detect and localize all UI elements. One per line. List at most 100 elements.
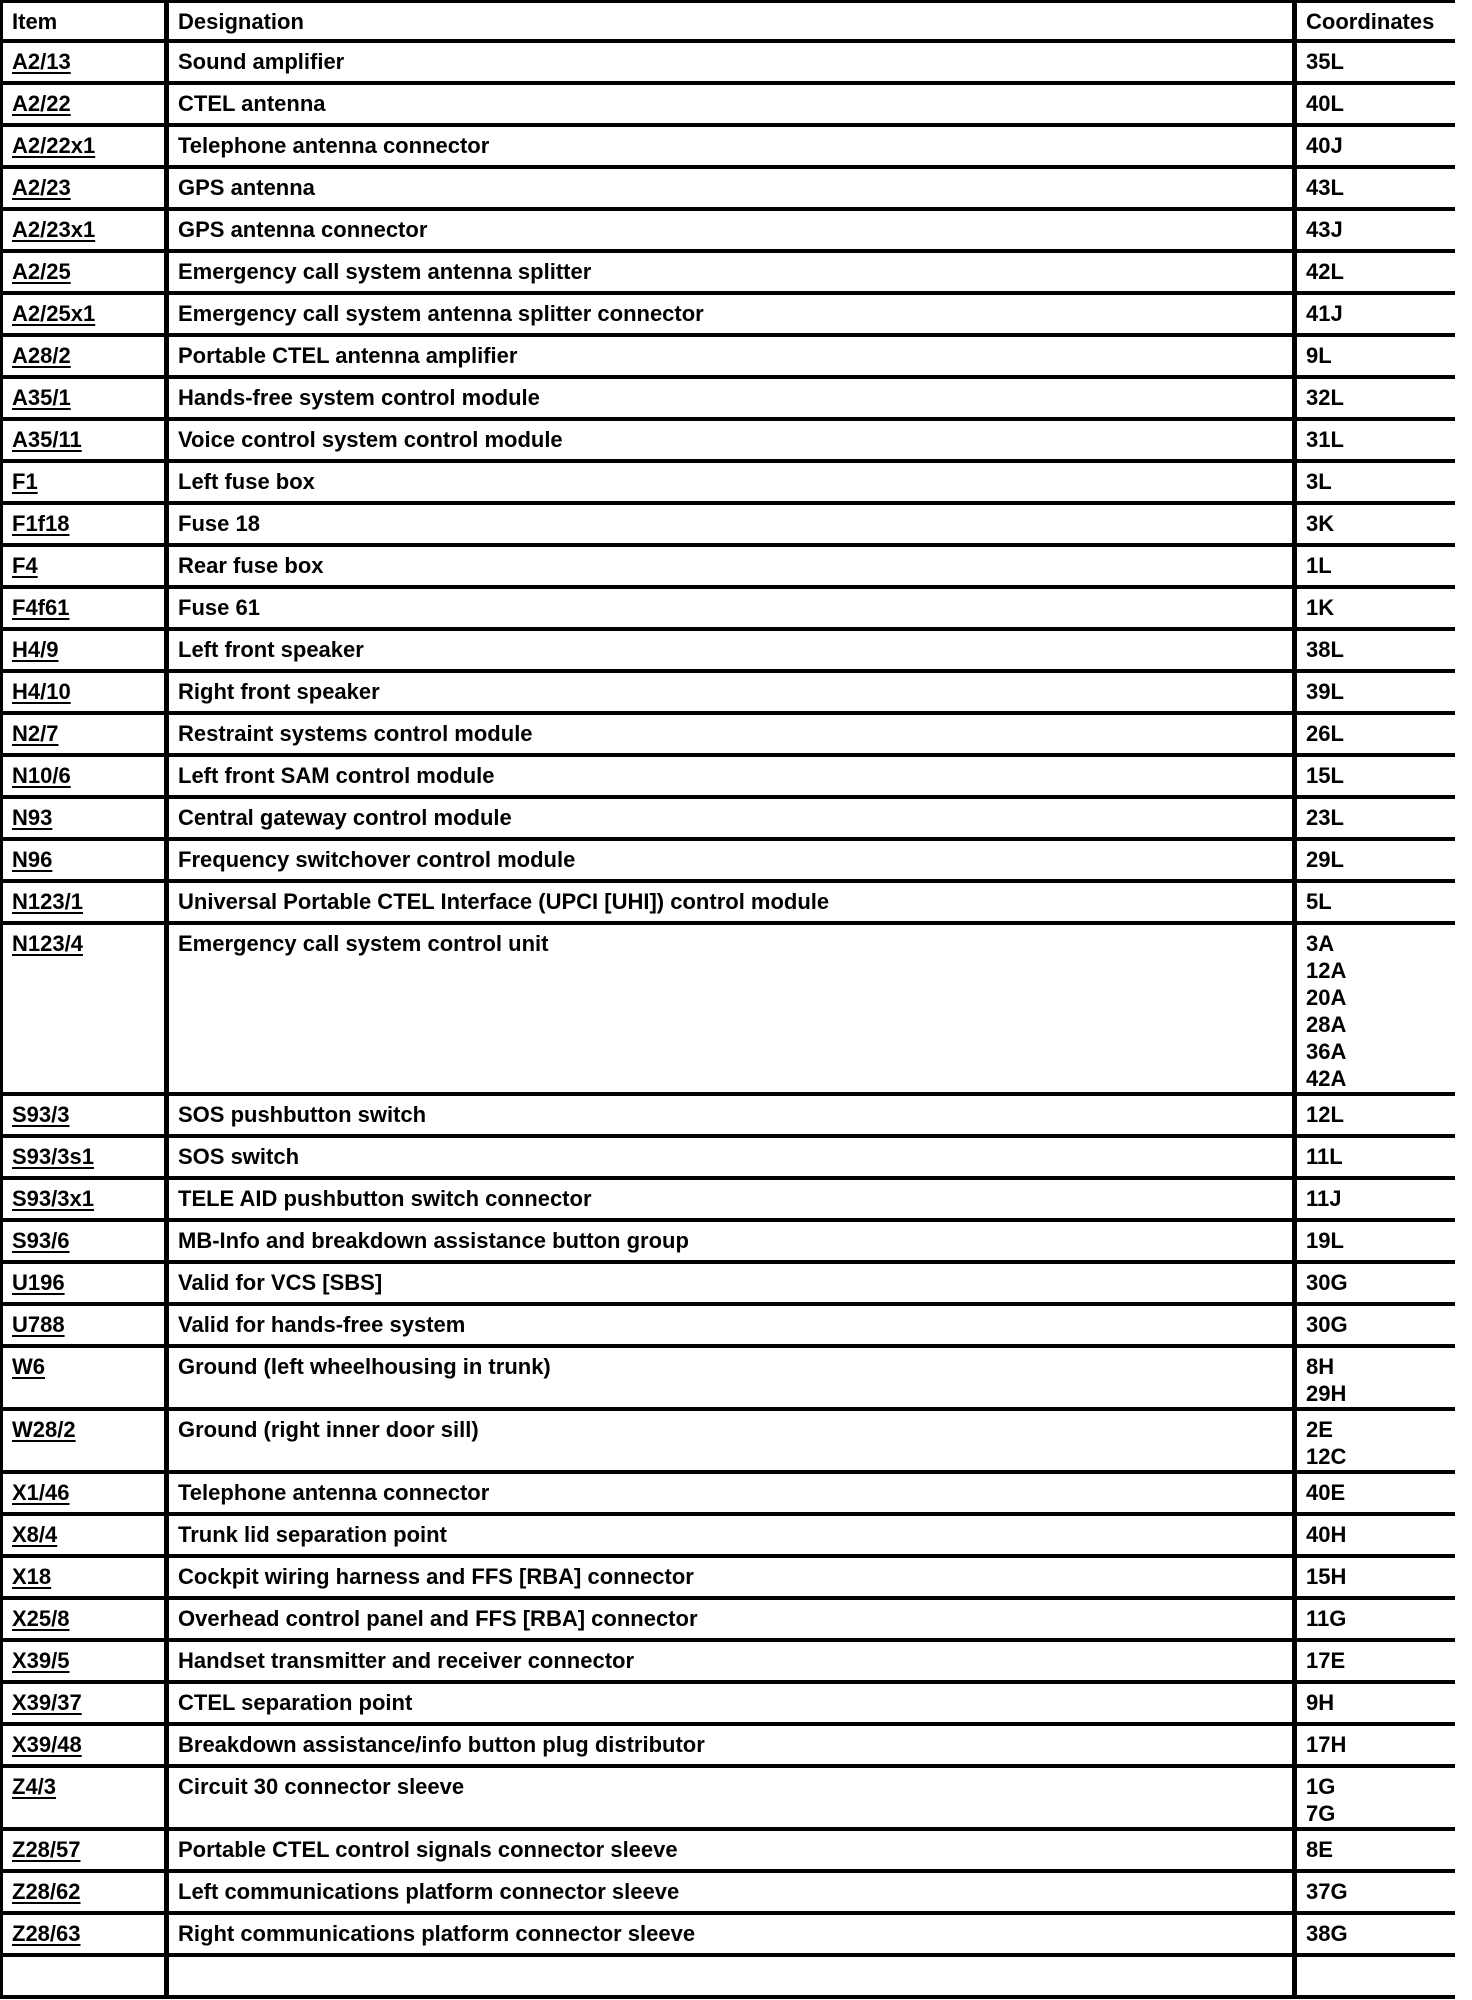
item-cell: S93/3s1 — [1, 1135, 169, 1180]
item-link[interactable]: N96 — [12, 846, 53, 872]
header-coordinates: Coordinates — [1294, 1, 1455, 43]
table-row: N93 Central gateway control module 23L — [1, 796, 1455, 841]
item-link[interactable]: H4/9 — [12, 636, 59, 662]
table-row: A2/25 Emergency call system antenna spli… — [1, 250, 1455, 295]
table-row: X18 Cockpit wiring harness and FFS [RBA]… — [1, 1555, 1455, 1600]
item-link[interactable]: X25/8 — [12, 1605, 70, 1631]
item-link[interactable]: A35/1 — [12, 384, 71, 410]
item-link[interactable]: Z4/3 — [12, 1773, 57, 1799]
designation-cell: Voice control system control module — [166, 418, 1297, 463]
table-row — [1, 1954, 1455, 1999]
item-cell: U788 — [1, 1303, 169, 1348]
table-row: N10/6 Left front SAM control module 15L — [1, 754, 1455, 799]
item-link[interactable]: F1f18 — [12, 510, 70, 536]
designation-cell: Trunk lid separation point — [166, 1513, 1297, 1558]
table-row: N123/1 Universal Portable CTEL Interface… — [1, 880, 1455, 925]
coordinates-cell: 2E 12C — [1294, 1408, 1455, 1474]
coordinates-cell: 30G — [1294, 1261, 1455, 1306]
coordinates-cell: 43L — [1294, 166, 1455, 211]
coordinates-cell: 40J — [1294, 124, 1455, 169]
item-cell: N123/1 — [1, 880, 169, 925]
item-link[interactable]: N123/1 — [12, 888, 83, 914]
designation-cell: Fuse 61 — [166, 586, 1297, 631]
table-row: A2/22 CTEL antenna 40L — [1, 82, 1455, 127]
item-cell: S93/3 — [1, 1093, 169, 1138]
legend-table-body: A2/13 Sound amplifier 35L A2/22 CTEL ant… — [1, 40, 1455, 1999]
table-row: Z28/62 Left communications platform conn… — [1, 1870, 1455, 1915]
item-link[interactable]: A2/25x1 — [12, 300, 96, 326]
table-row: Z28/57 Portable CTEL control signals con… — [1, 1828, 1455, 1873]
item-link[interactable]: X39/37 — [12, 1689, 82, 1715]
coordinates-cell: 31L — [1294, 418, 1455, 463]
item-cell: A2/23x1 — [1, 208, 169, 253]
item-link[interactable]: S93/3 — [12, 1101, 70, 1127]
designation-cell: Emergency call system antenna splitter — [166, 250, 1297, 295]
item-link[interactable]: A28/2 — [12, 342, 71, 368]
item-link[interactable]: A2/13 — [12, 48, 71, 74]
item-link[interactable]: S93/3s1 — [12, 1143, 94, 1169]
table-row: F4 Rear fuse box 1L — [1, 544, 1455, 589]
designation-cell: GPS antenna connector — [166, 208, 1297, 253]
item-link[interactable]: Z28/57 — [12, 1836, 81, 1862]
coordinates-cell: 32L — [1294, 376, 1455, 421]
item-link[interactable]: Z28/63 — [12, 1920, 81, 1946]
coordinates-cell: 17H — [1294, 1723, 1455, 1768]
table-row: X8/4 Trunk lid separation point 40H — [1, 1513, 1455, 1558]
item-link[interactable]: W6 — [12, 1353, 45, 1379]
item-link[interactable]: Z28/62 — [12, 1878, 81, 1904]
item-cell: F1f18 — [1, 502, 169, 547]
item-link[interactable]: A2/22x1 — [12, 132, 96, 158]
table-row: A2/13 Sound amplifier 35L — [1, 40, 1455, 85]
designation-cell: SOS pushbutton switch — [166, 1093, 1297, 1138]
item-link[interactable]: U788 — [12, 1311, 65, 1337]
item-link[interactable]: X39/48 — [12, 1731, 82, 1757]
item-link[interactable]: F4 — [12, 552, 38, 578]
item-link[interactable]: X39/5 — [12, 1647, 70, 1673]
table-row: X39/37 CTEL separation point 9H — [1, 1681, 1455, 1726]
table-row: A2/25x1 Emergency call system antenna sp… — [1, 292, 1455, 337]
item-link[interactable]: N123/4 — [12, 930, 83, 956]
item-link[interactable]: N2/7 — [12, 720, 59, 746]
coordinates-cell: 30G — [1294, 1303, 1455, 1348]
coordinates-cell: 19L — [1294, 1219, 1455, 1264]
item-link[interactable]: F4f61 — [12, 594, 70, 620]
item-link[interactable]: H4/10 — [12, 678, 71, 704]
item-cell: A35/11 — [1, 418, 169, 463]
item-link[interactable]: W28/2 — [12, 1416, 76, 1442]
coordinates-cell: 11L — [1294, 1135, 1455, 1180]
item-cell: S93/6 — [1, 1219, 169, 1264]
item-link[interactable]: S93/6 — [12, 1227, 70, 1253]
item-cell: S93/3x1 — [1, 1177, 169, 1222]
item-link[interactable]: X1/46 — [12, 1479, 70, 1505]
designation-cell: Ground (left wheelhousing in trunk) — [166, 1345, 1297, 1411]
item-link[interactable]: A2/25 — [12, 258, 71, 284]
item-cell — [1, 1954, 169, 1999]
coordinates-cell: 15L — [1294, 754, 1455, 799]
designation-cell: Rear fuse box — [166, 544, 1297, 589]
coordinates-cell: 9H — [1294, 1681, 1455, 1726]
designation-cell: CTEL antenna — [166, 82, 1297, 127]
header-row: Item Designation Coordinates — [1, 1, 1455, 43]
coordinates-cell: 38L — [1294, 628, 1455, 673]
item-link[interactable]: A35/11 — [12, 426, 82, 452]
item-link[interactable]: U196 — [12, 1269, 65, 1295]
item-cell: N93 — [1, 796, 169, 841]
item-cell: A2/22 — [1, 82, 169, 127]
coordinates-cell: 17E — [1294, 1639, 1455, 1684]
header-item: Item — [1, 1, 169, 43]
item-cell: A28/2 — [1, 334, 169, 379]
item-link[interactable]: X8/4 — [12, 1521, 58, 1547]
item-link[interactable]: A2/23 — [12, 174, 71, 200]
designation-cell: Breakdown assistance/info button plug di… — [166, 1723, 1297, 1768]
coordinates-cell: 11G — [1294, 1597, 1455, 1642]
item-cell: H4/9 — [1, 628, 169, 673]
item-link[interactable]: F1 — [12, 468, 38, 494]
item-link[interactable]: A2/23x1 — [12, 216, 96, 242]
item-link[interactable]: N10/6 — [12, 762, 71, 788]
table-row: Z4/3 Circuit 30 connector sleeve 1G 7G — [1, 1765, 1455, 1831]
item-link[interactable]: X18 — [12, 1563, 52, 1589]
table-row: X1/46 Telephone antenna connector 40E — [1, 1471, 1455, 1516]
item-link[interactable]: A2/22 — [12, 90, 71, 116]
item-link[interactable]: N93 — [12, 804, 53, 830]
item-link[interactable]: S93/3x1 — [12, 1185, 94, 1211]
